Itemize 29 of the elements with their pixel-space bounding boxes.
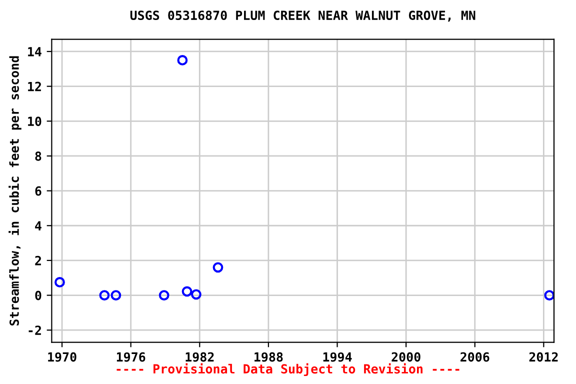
point — [110, 290, 122, 300]
x-tick-label: 2006 — [460, 352, 490, 362]
y-tick-label: 12 — [28, 82, 41, 92]
x-tick-label: 1970 — [48, 352, 76, 362]
y-tick-label: 8 — [35, 151, 42, 161]
point — [54, 277, 65, 288]
point — [544, 290, 554, 300]
point — [212, 262, 224, 273]
x-tick-label: 1994 — [323, 352, 352, 362]
chart-title: USGS 05316870 PLUM CREEK NEAR WALNUT GROVE, MN — [130, 10, 476, 22]
point — [158, 290, 170, 300]
point — [177, 54, 188, 66]
y-tick-label: 6 — [35, 186, 42, 196]
y-tick-label: 0 — [35, 290, 42, 300]
x-tick-label: 1982 — [186, 352, 214, 362]
x-tick-label: 1976 — [116, 352, 146, 362]
y-tick-label: -2 — [28, 326, 41, 335]
y-tick-label: 4 — [35, 221, 42, 230]
y-tick-label: 2 — [35, 256, 41, 266]
x-tick-label: 2012 — [529, 352, 558, 362]
text: ---- Provisional Data Subject to Revision ---- — [116, 363, 460, 376]
point — [190, 289, 202, 300]
point — [182, 286, 192, 297]
y-tick-label: 10 — [28, 116, 42, 126]
y-axis-title: Streamflow, in cubic feet per second — [8, 56, 22, 326]
x-tick-label: 1988 — [254, 352, 283, 362]
y-tick-label: 14 — [28, 47, 42, 56]
point — [99, 290, 110, 300]
x-tick-label: 2000 — [392, 352, 420, 362]
